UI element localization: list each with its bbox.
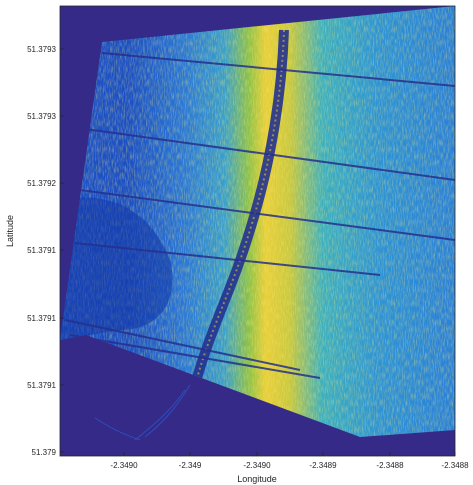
y-tick-label: 51.3791 xyxy=(27,314,56,323)
y-tick-label: 51.3793 xyxy=(27,112,56,121)
x-tick-label: -2.3490 xyxy=(243,461,271,470)
x-axis-ticks: -2.3490 -2.349 -2.3490 -2.3489 -2.3488 -2.348… xyxy=(110,452,469,470)
y-tick-label: 51.3791 xyxy=(27,381,56,390)
central-channel xyxy=(191,29,289,384)
y-axis-ticks: 51.3793 51.3793 51.3792 51.3791 51.3791 51.37… xyxy=(27,45,64,457)
y-tick-label: 51.3793 xyxy=(27,45,56,54)
x-tick-label: -2.3490 xyxy=(110,461,138,470)
y-tick-label: 51.3791 xyxy=(27,246,56,255)
y-tick-label: 51.3792 xyxy=(27,179,56,188)
x-axis-title: Longitude xyxy=(237,474,277,484)
axes-box xyxy=(59,5,456,457)
y-axis-title: Latitude xyxy=(5,215,15,247)
x-tick-label: -2.3488 xyxy=(376,461,404,470)
x-tick-label: -2.3488 xyxy=(441,461,469,470)
sonar-swath xyxy=(60,6,455,437)
survey-line-artifacts xyxy=(64,52,455,379)
x-tick-label: -2.3489 xyxy=(309,461,337,470)
x-tick-label: -2.349 xyxy=(179,461,202,470)
y-tick-label: 51.379 xyxy=(32,448,57,457)
seafloor-streaks xyxy=(94,384,191,441)
